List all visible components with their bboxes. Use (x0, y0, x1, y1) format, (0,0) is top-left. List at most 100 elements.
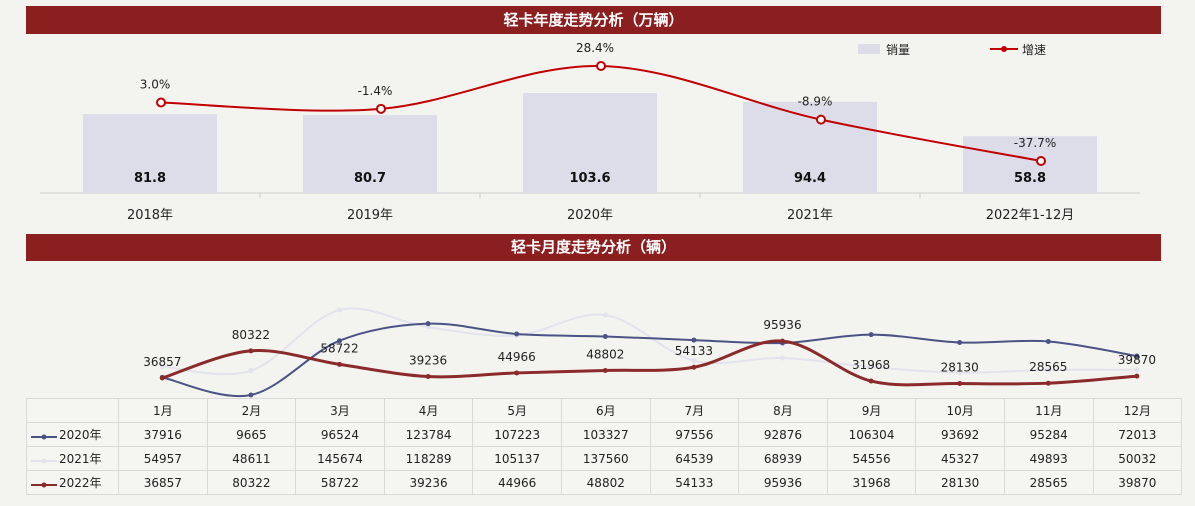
monthly-point-2022 (868, 378, 874, 384)
table-month-header: 10月 (915, 398, 1005, 423)
table-month-header: 11月 (1003, 398, 1094, 423)
monthly-point-2020 (691, 337, 697, 343)
series-name: 2022年 (59, 476, 102, 490)
table-value-cell: 36857 (118, 470, 208, 495)
series-legend-key (31, 479, 57, 489)
monthly-point-2022 (1134, 373, 1140, 379)
monthly-point-2021 (691, 358, 697, 364)
table-value-cell: 54133 (649, 470, 740, 495)
table-value-cell: 44966 (472, 470, 562, 495)
annual-category-label: 2018年 (127, 208, 173, 223)
monthly-point-2022 (248, 348, 254, 354)
table-value-cell: 95936 (738, 470, 828, 495)
monthly-data-table: 1月 2月 3月 4月 5月 6月 7月 8月 9月 10月 11月 12月 2020年 37916 966… (26, 398, 1183, 495)
table-value-cell: 92876 (738, 422, 828, 447)
legend-bar-swatch (858, 44, 880, 54)
table-value-cell: 80322 (206, 470, 297, 495)
legend-line-label: 增速 (1022, 43, 1046, 57)
table-header-row: 1月 2月 3月 4月 5月 6月 7月 8月 9月 10月 11月 12月 (26, 398, 1183, 423)
monthly-point-label: 95936 (763, 318, 801, 332)
table-value-cell: 72013 (1092, 422, 1183, 447)
annual-bar-label: 58.8 (1014, 171, 1046, 186)
annual-bar-label: 94.4 (794, 171, 826, 186)
annual-bar (523, 93, 657, 193)
annual-chart-banner: 轻卡年度走势分析（万辆） (26, 6, 1161, 34)
table-value-cell: 39870 (1092, 470, 1183, 495)
monthly-point-2022 (425, 374, 431, 380)
growth-label: 28.4% (576, 41, 614, 55)
monthly-point-label: 58722 (320, 341, 358, 355)
table-series-header: 2020年 (26, 422, 119, 447)
monthly-point-2022 (602, 368, 608, 374)
monthly-point-2021 (868, 364, 874, 370)
growth-point (816, 114, 826, 125)
monthly-point-2021 (337, 307, 342, 313)
annual-category-label: 2022年1-12月 (986, 208, 1075, 223)
annual-bar-label: 81.8 (134, 171, 166, 186)
annual-bar (303, 115, 437, 193)
table-value-cell: 103327 (560, 422, 651, 447)
table-series-header: 2021年 (26, 446, 119, 471)
monthly-point-2022 (1045, 380, 1051, 386)
growth-point (376, 103, 386, 114)
table-row: 2021年 54957 48611 145674 118289 105137 137560 6… (26, 446, 1183, 471)
monthly-series-line-2022 (161, 339, 1138, 387)
table-value-cell: 96524 (295, 422, 385, 447)
table-value-cell: 31968 (826, 470, 917, 495)
table-month-header: 12月 (1092, 398, 1183, 423)
table-value-cell: 49893 (1003, 446, 1094, 471)
table-month-header: 3月 (295, 398, 385, 423)
table-value-cell: 50032 (1092, 446, 1183, 471)
table-row: 2020年 37916 9665 96524 123784 107223 103327 975… (26, 422, 1183, 447)
monthly-point-2022 (780, 338, 785, 344)
monthly-point-2021 (425, 324, 431, 330)
table-value-cell: 58722 (295, 470, 385, 495)
table-value-cell: 123784 (383, 422, 474, 447)
monthly-point-2022 (691, 364, 697, 370)
monthly-point-label: 28130 (941, 360, 979, 374)
table-value-cell: 64539 (649, 446, 740, 471)
table-value-cell: 48802 (560, 470, 651, 495)
table-value-cell: 28565 (1003, 470, 1094, 495)
legend-bar-label: 销量 (886, 43, 910, 57)
series-name: 2020年 (59, 428, 102, 442)
monthly-point-label: 36857 (143, 355, 181, 369)
growth-label: -8.9% (798, 95, 833, 109)
table-value-cell: 68939 (738, 446, 828, 471)
monthly-point-2021 (602, 312, 608, 318)
monthly-point-2020 (248, 392, 254, 398)
table-value-cell: 39236 (383, 470, 474, 495)
annual-bar-label: 80.7 (354, 171, 386, 186)
monthly-point-2022 (957, 380, 963, 386)
monthly-point-2020 (1045, 338, 1051, 344)
monthly-point-label: 39870 (1118, 353, 1156, 367)
monthly-point-2021 (159, 364, 165, 370)
table-month-header: 8月 (738, 398, 828, 423)
growth-point (596, 61, 606, 71)
annual-legend: 销量 增速 (858, 43, 1046, 57)
monthly-point-2021 (1045, 367, 1051, 373)
table-month-header: 4月 (383, 398, 474, 423)
annual-bar (963, 136, 1097, 193)
growth-point (156, 97, 166, 108)
annual-category-label: 2020年 (567, 208, 613, 223)
monthly-point-2021 (1134, 367, 1140, 373)
monthly-point-2020 (602, 333, 608, 339)
growth-label: -37.7% (1014, 136, 1056, 150)
table-value-cell: 95284 (1003, 422, 1094, 447)
table-value-cell: 54957 (118, 446, 208, 471)
monthly-point-label: 44966 (498, 350, 536, 364)
monthly-series-line-2021 (162, 307, 1137, 376)
monthly-point-2020 (514, 331, 520, 337)
monthly-chart-banner: 轻卡月度走势分析（辆） (26, 234, 1161, 261)
table-month-header: 6月 (560, 398, 651, 423)
annual-chart: 销量 增速 81.8 80.7 103.6 94.4 58.8 2018年 2019年 20… (40, 41, 1140, 223)
monthly-point-label: 28565 (1029, 360, 1067, 374)
monthly-point-2022 (159, 375, 165, 381)
table-value-cell: 137560 (560, 446, 651, 471)
annual-category-label: 2021年 (787, 208, 833, 223)
annual-category-label: 2019年 (347, 208, 393, 223)
monthly-point-2022 (337, 361, 342, 367)
table-value-cell: 93692 (915, 422, 1005, 447)
monthly-point-2021 (780, 355, 785, 361)
